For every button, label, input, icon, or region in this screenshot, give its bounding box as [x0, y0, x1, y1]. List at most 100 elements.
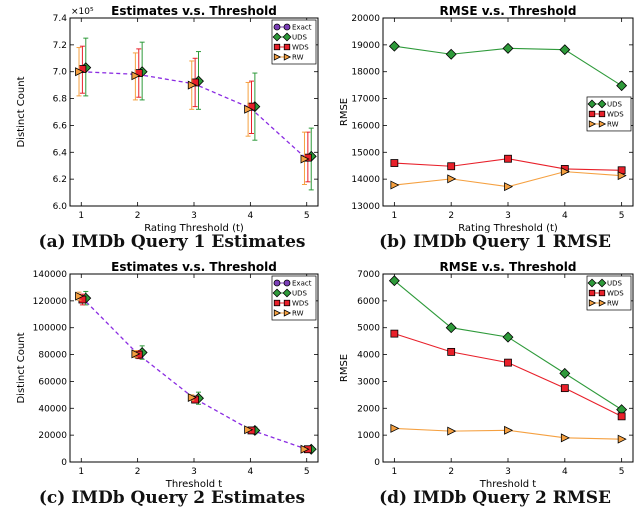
legend-marker: [283, 309, 292, 317]
series-rw: [75, 291, 310, 454]
data-point-rw: [300, 444, 310, 454]
x-tick-label: 5: [619, 211, 625, 221]
y-axis-label: RMSE: [339, 354, 350, 382]
y-tick-label: 7.4: [53, 14, 68, 24]
y-tick-label: 20000: [351, 14, 380, 24]
legend-label: Exact: [292, 24, 312, 32]
y-tick-label: 6000: [357, 297, 380, 307]
data-point-rw: [75, 291, 85, 301]
y-tick-label: 100000: [33, 324, 68, 334]
legend: UDS WDS RW: [586, 275, 632, 311]
legend-marker: [273, 53, 282, 61]
legend-label: RW: [292, 54, 304, 62]
y-tick-label: 17000: [351, 95, 380, 105]
legend-marker: [273, 279, 281, 287]
legend-marker: [588, 289, 596, 297]
legend-label: RW: [607, 300, 619, 308]
data-point-rw: [447, 174, 457, 184]
legend-marker: [598, 120, 607, 128]
series-wds: [390, 329, 626, 421]
legend-label: UDS: [292, 290, 308, 298]
x-axis-label: Rating Threshold (t): [458, 223, 558, 234]
legend-marker: [283, 43, 291, 51]
series-uds: [388, 275, 628, 416]
data-point-wds: [617, 412, 626, 421]
x-axis-label: Threshold t: [479, 479, 536, 490]
y-tick-label: 16000: [351, 121, 380, 131]
x-tick-label: 2: [135, 467, 141, 477]
x-tick-label: 3: [505, 211, 511, 221]
legend-marker: [272, 32, 282, 42]
y-tick-label: 7.2: [53, 41, 67, 51]
data-point-wds: [390, 329, 399, 338]
data-point-uds: [445, 322, 457, 334]
y-tick-label: 15000: [351, 148, 380, 158]
y-tick-label: 7000: [357, 270, 380, 280]
data-point-uds: [502, 331, 514, 343]
legend-marker: [587, 99, 597, 109]
x-tick-label: 1: [391, 211, 397, 221]
y-tick-label: 3000: [357, 377, 380, 387]
x-tick-label: 3: [191, 467, 197, 477]
y-tick-label: 5000: [357, 324, 380, 334]
legend-label: RW: [607, 120, 619, 128]
legend-marker: [598, 289, 606, 297]
data-point-uds: [559, 367, 571, 379]
data-point-rw: [390, 423, 400, 433]
data-point-rw: [617, 171, 627, 181]
data-point-wds: [447, 162, 456, 171]
y-tick-label: 6.0: [53, 202, 68, 212]
y-axis-label: Distinct Count: [16, 76, 27, 147]
caption-c: (c) IMDb Query 2 Estimates: [39, 488, 305, 508]
chart-title: RMSE v.s. Threshold: [440, 4, 577, 18]
legend-marker: [282, 288, 292, 298]
series-uds: [388, 40, 628, 92]
x-tick-label: 1: [78, 211, 84, 221]
y-tick-label: 7.0: [53, 68, 68, 78]
legend-marker: [273, 23, 281, 31]
legend-label: UDS: [292, 34, 308, 42]
x-tick-label: 5: [304, 467, 310, 477]
caption-a: (a) IMDb Query 1 Estimates: [39, 232, 306, 252]
data-point-wds: [504, 154, 512, 163]
x-tick-label: 1: [78, 467, 84, 477]
legend-marker: [273, 309, 282, 317]
chart-panel: Estimates v.s. Threshold 6.0 6.2 6.4 6.6 6.8 7…: [16, 4, 319, 234]
x-tick-label: 5: [304, 211, 310, 221]
y-tick-label: 0: [61, 458, 67, 468]
data-point-rw: [560, 433, 570, 443]
y-axis-label: Distinct Count: [16, 332, 27, 403]
series-rw: [75, 47, 310, 186]
x-tick-label: 1: [391, 467, 397, 477]
legend-marker: [597, 99, 607, 109]
legend-marker: [598, 110, 606, 118]
legend-marker: [588, 299, 597, 307]
legend-label: UDS: [607, 280, 623, 288]
x-tick-label: 3: [191, 211, 197, 221]
x-tick-label: 3: [505, 467, 511, 477]
y-tick-label: 40000: [38, 404, 67, 414]
y-tick-label: 19000: [351, 41, 380, 51]
data-point-uds: [388, 275, 400, 287]
chart-title: Estimates v.s. Threshold: [111, 4, 277, 18]
caption-b: (b) IMDb Query 1 RMSE: [379, 232, 611, 252]
caption-d: (d) IMDb Query 2 RMSE: [379, 488, 611, 508]
y-tick-label: 120000: [33, 297, 68, 307]
legend-marker: [283, 23, 291, 31]
x-tick-label: 2: [135, 211, 141, 221]
legend-marker: [283, 279, 291, 287]
legend-marker: [588, 110, 596, 118]
data-point-rw: [187, 393, 197, 403]
y-tick-label: 14000: [351, 175, 380, 185]
data-point-rw: [617, 434, 627, 444]
data-point-wds: [504, 358, 512, 367]
data-point-rw: [390, 180, 400, 190]
data-point-rw: [300, 154, 310, 164]
legend-label: WDS: [292, 44, 309, 52]
data-point-rw: [131, 349, 141, 359]
data-point-uds: [445, 48, 457, 60]
x-axis-label: Threshold t: [165, 479, 222, 490]
data-point-rw: [504, 425, 514, 435]
chart-panel: Estimates v.s. Threshold 0 20000 40000 60000…: [16, 260, 319, 490]
